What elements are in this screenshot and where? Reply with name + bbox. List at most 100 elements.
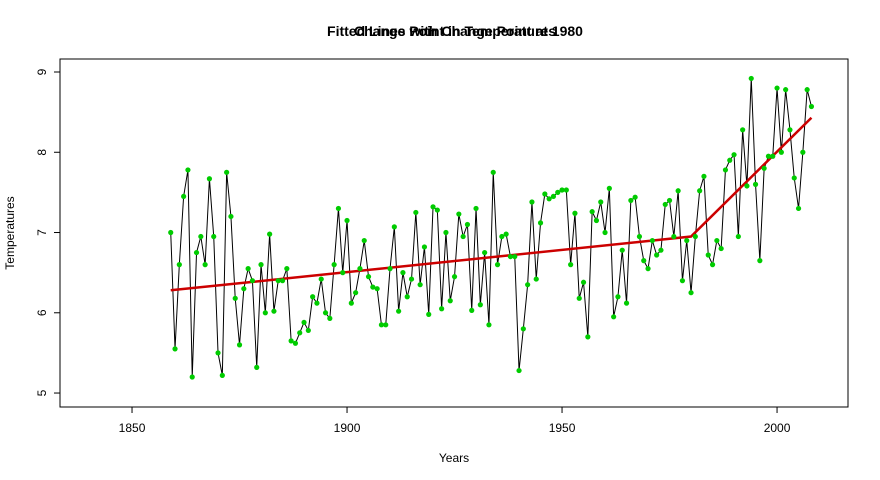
y-tick-label: 7 <box>35 229 49 236</box>
data-point <box>434 207 440 213</box>
data-point <box>494 262 501 268</box>
data-point <box>709 262 716 268</box>
data-point <box>520 326 526 332</box>
data-point <box>512 253 518 260</box>
x-tick-label: 1900 <box>334 421 361 435</box>
data-point <box>262 310 268 316</box>
data-point <box>671 233 677 240</box>
data-point <box>645 266 651 272</box>
data-point <box>271 308 277 314</box>
data-point <box>568 262 574 268</box>
y-axis-label: Temperatures <box>3 196 17 269</box>
data-point <box>241 286 247 292</box>
data-point <box>181 193 187 200</box>
data-point <box>692 233 698 240</box>
data-point <box>555 189 561 195</box>
data-point <box>774 85 780 91</box>
data-point <box>804 87 810 93</box>
data-point <box>546 196 552 202</box>
data-point <box>503 231 509 237</box>
data-point <box>658 247 664 253</box>
data-point <box>563 187 569 193</box>
data-point <box>628 197 634 204</box>
data-point <box>413 209 419 216</box>
data-point <box>185 167 191 173</box>
data-point <box>327 315 333 321</box>
data-point <box>705 252 711 258</box>
data-point <box>477 302 483 308</box>
data-point <box>684 237 690 244</box>
data-point <box>533 276 539 282</box>
data-point <box>189 374 195 380</box>
data-point <box>744 183 750 189</box>
data-point <box>499 233 505 240</box>
data-point <box>249 278 256 284</box>
data-point <box>284 266 290 272</box>
data-point <box>688 290 694 296</box>
data-point <box>576 295 582 301</box>
data-point <box>722 167 729 173</box>
data-point <box>370 284 376 290</box>
data-point <box>279 278 286 284</box>
data-point <box>701 173 707 179</box>
data-point <box>787 127 793 133</box>
data-point <box>580 279 587 285</box>
data-point <box>611 314 617 320</box>
data-point <box>396 308 402 314</box>
data-point <box>202 262 208 268</box>
data-point <box>383 322 389 328</box>
data-point <box>456 211 462 217</box>
data-point <box>654 252 660 258</box>
data-point <box>482 249 488 256</box>
data-point <box>757 258 763 264</box>
data-point <box>245 266 251 272</box>
data-point <box>731 152 737 158</box>
data-point <box>537 220 544 226</box>
data-point <box>198 233 204 240</box>
data-point <box>718 245 724 252</box>
x-tick-label: 1850 <box>119 421 146 435</box>
data-point <box>391 224 397 230</box>
data-point <box>636 233 643 240</box>
data-point <box>275 278 281 284</box>
data-point <box>421 244 428 250</box>
data-point <box>752 181 759 187</box>
data-point <box>176 262 182 268</box>
data-point <box>404 294 410 300</box>
data-point <box>219 372 225 378</box>
data-point <box>593 217 600 224</box>
data-point <box>224 169 230 175</box>
data-point <box>808 103 815 110</box>
data-point <box>585 334 591 340</box>
data-point <box>297 330 303 336</box>
data-point <box>288 338 294 344</box>
y-tick-label: 8 <box>35 149 49 156</box>
data-point <box>335 205 342 212</box>
data-point <box>340 270 346 276</box>
data-point <box>791 175 797 181</box>
data-point <box>236 342 243 348</box>
data-point <box>318 276 324 282</box>
data-point <box>748 75 754 82</box>
data-point <box>258 262 264 268</box>
data-point <box>430 204 436 210</box>
data-point <box>254 364 260 370</box>
data-point <box>292 340 299 346</box>
data-point <box>348 300 354 306</box>
data-point <box>662 201 668 208</box>
data-point <box>305 327 311 334</box>
chart-title: Change Point in Temperatures <box>354 23 556 39</box>
data-point <box>344 217 350 224</box>
y-tick-label: 9 <box>35 68 49 75</box>
data-point <box>559 187 565 193</box>
x-tick-label: 2000 <box>764 421 791 435</box>
data-point <box>443 229 449 236</box>
plot-frame <box>59 58 849 408</box>
data-point <box>439 306 445 312</box>
chart-title: Fitted Lines with Change Point at 1980 <box>327 23 583 39</box>
data-point <box>602 229 608 236</box>
data-point <box>589 209 595 215</box>
data-point <box>714 237 720 244</box>
data-point <box>550 193 557 200</box>
